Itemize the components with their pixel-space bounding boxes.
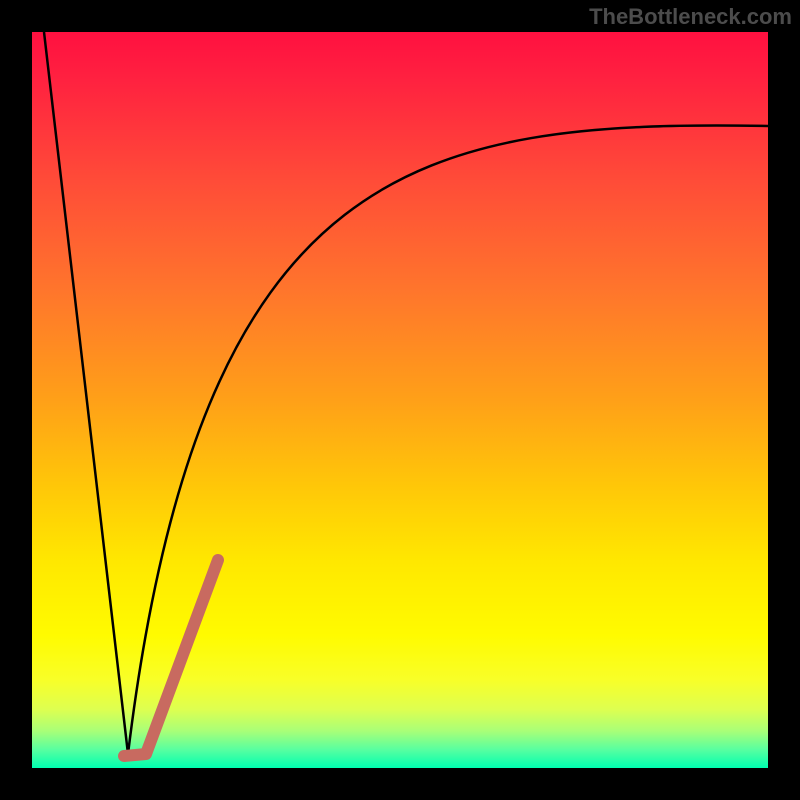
watermark-text: TheBottleneck.com <box>589 4 792 30</box>
chart-container: TheBottleneck.com <box>0 0 800 800</box>
plot-area <box>32 32 768 768</box>
curve-layer <box>32 32 768 768</box>
highlight-segment <box>124 560 218 756</box>
bottleneck-curve <box>44 32 768 754</box>
